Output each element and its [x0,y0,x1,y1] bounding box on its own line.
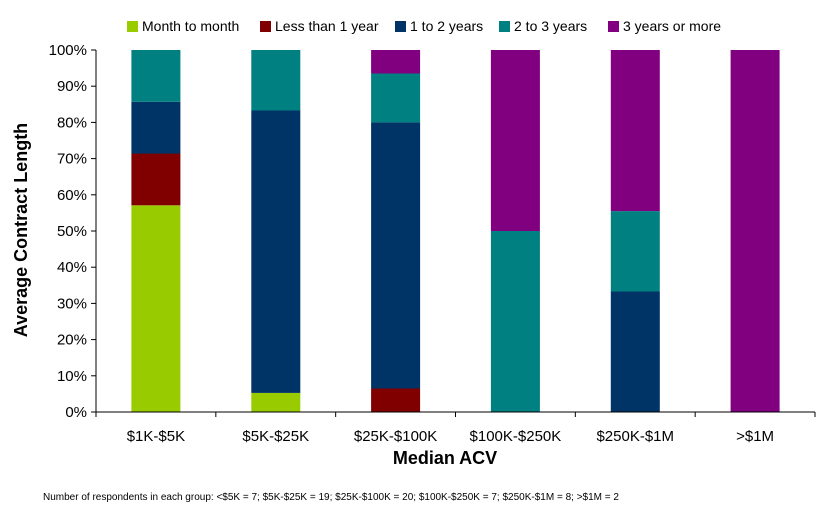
bar-segment-1-to-2-years-5 [610,291,660,412]
x-axis-title: Median ACV [393,448,497,468]
bar-segment-less-than-1-year-3 [371,388,421,412]
y-tick-label: 60% [57,187,87,204]
bar-segment-3-years-or-more-4 [490,50,540,231]
plot-area [131,50,780,412]
x-tick-label: $1K-$5K [127,428,185,445]
bar-segment-1-to-2-years-1 [131,101,181,154]
bar-segment-3-years-or-more-3 [371,50,421,74]
legend-swatch-1-to-2-years [395,21,406,32]
bar-segment-2-to-3-years-5 [610,211,660,292]
bar-segment-2-to-3-years-3 [371,73,421,123]
y-tick-label: 100% [49,42,87,59]
legend-label-month-to-month: Month to month [142,18,239,34]
y-tick-label: 0% [65,404,87,421]
bar-segment-1-to-2-years-3 [371,122,421,389]
legend-swatch-2-to-3-years [499,21,510,32]
x-tick-label: $5K-$25K [242,428,309,445]
y-tick-label: 80% [57,114,87,131]
legend-swatch-less-than-1-year [260,21,271,32]
legend-label-less-than-1-year: Less than 1 year [275,18,379,34]
bar-segment-2-to-3-years-2 [251,50,301,111]
y-tick-label: 70% [57,151,87,168]
y-tick-label: 50% [57,223,87,240]
y-tick-label: 10% [57,368,87,385]
legend-label-2-to-3-years: 2 to 3 years [514,18,587,34]
bar-segment-month-to-month-2 [251,392,301,412]
y-axis-title: Average Contract Length [11,123,31,337]
bar-segment-3-years-or-more-5 [610,50,660,212]
bar-segment-2-to-3-years-4 [490,231,540,412]
bar-segment-month-to-month-1 [131,205,181,412]
x-tick-label: >$1M [736,428,774,445]
bar-segment-less-than-1-year-1 [131,153,181,206]
legend-swatch-month-to-month [127,21,138,32]
chart-legend: Month to month Less than 1 year 1 to 2 yea… [127,18,721,34]
y-tick-label: 40% [57,259,87,276]
legend-label-3-years-or-more: 3 years or more [623,18,721,34]
bar-segment-2-to-3-years-1 [131,50,181,102]
footnote: Number of respondents in each group: <$5… [43,492,619,503]
y-tick-label: 30% [57,295,87,312]
legend-swatch-3-years-or-more [608,21,619,32]
bar-segment-3-years-or-more-6 [730,50,780,412]
bar-segment-1-to-2-years-2 [251,110,301,393]
legend-label-1-to-2-years: 1 to 2 years [410,18,483,34]
x-tick-label: $25K-$100K [354,428,437,445]
y-tick-label: 20% [57,332,87,349]
y-tick-label: 90% [57,78,87,95]
x-tick-label: $250K-$1M [596,428,674,445]
axes: 0% 10% 20% 30% 40% 50% 60% 70% 80% 90% 100% $1K-$5K… [49,42,816,445]
x-tick-label: $100K-$250K [470,428,562,445]
